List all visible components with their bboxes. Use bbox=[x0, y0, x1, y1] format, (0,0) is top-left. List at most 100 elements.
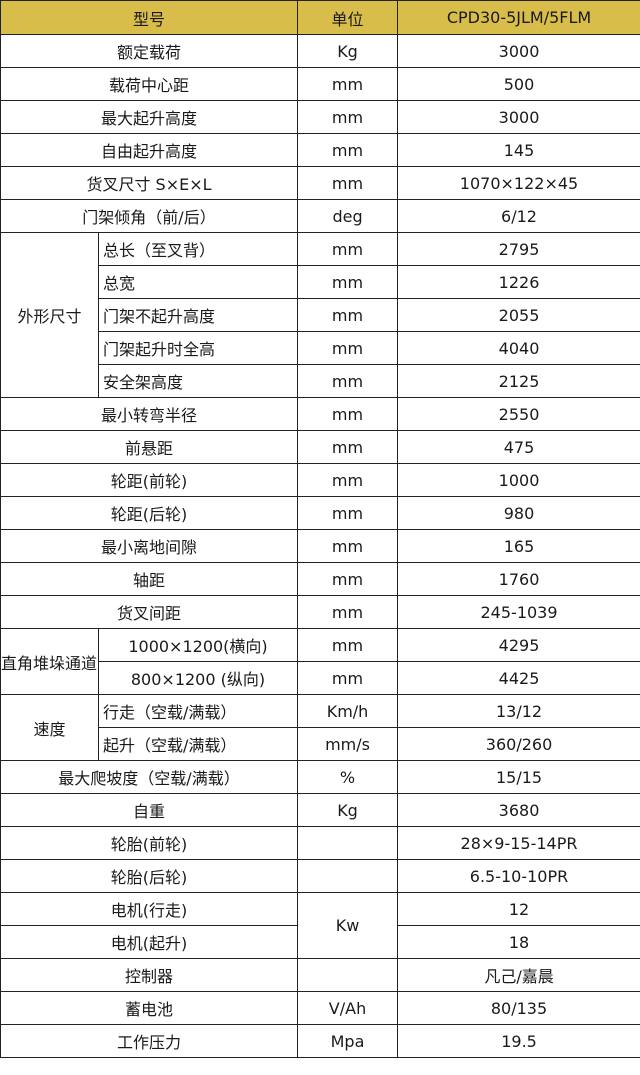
unit-cell: mm bbox=[297, 595, 399, 629]
value-cell: 3000 bbox=[397, 100, 640, 134]
table-row: 蓄电池 V/Ah 80/135 bbox=[0, 991, 640, 1025]
sub-label: 行走（空载/满载） bbox=[97, 694, 299, 728]
param-label: 额定载荷 bbox=[0, 34, 299, 68]
value-cell: 360/260 bbox=[397, 727, 640, 761]
unit-cell bbox=[297, 958, 399, 992]
unit-cell: mm bbox=[297, 331, 399, 365]
param-label: 轮距(后轮) bbox=[0, 496, 299, 530]
param-label: 轮胎(前轮) bbox=[0, 826, 299, 860]
param-label: 货叉间距 bbox=[0, 595, 299, 629]
param-label: 前悬距 bbox=[0, 430, 299, 464]
unit-cell: Kg bbox=[297, 34, 399, 68]
table-row: 最大起升高度 mm 3000 bbox=[0, 100, 640, 134]
group-label: 直角堆垛通道宽度 bbox=[0, 628, 99, 695]
table-row: 最小离地间隙 mm 165 bbox=[0, 529, 640, 563]
table-row: 轮距(后轮) mm 980 bbox=[0, 496, 640, 530]
table-row: 货叉间距 mm 245-1039 bbox=[0, 595, 640, 629]
sub-label: 安全架高度 bbox=[97, 364, 299, 398]
param-label: 轮胎(后轮) bbox=[0, 859, 299, 893]
table-row: 轮胎(后轮) 6.5-10-10PR bbox=[0, 859, 640, 893]
table-row: 最大爬坡度（空载/满载）% 15/15 bbox=[0, 760, 640, 794]
table-row: 自由起升高度 mm 145 bbox=[0, 133, 640, 167]
unit-cell: Kw bbox=[297, 892, 399, 959]
value-cell: 15/15 bbox=[397, 760, 640, 794]
value-cell: 1070×122×45 bbox=[397, 166, 640, 200]
param-label: 电机(起升) bbox=[0, 925, 299, 959]
param-label: 货叉尺寸 S×E×L bbox=[0, 166, 299, 200]
value-cell: 2055 bbox=[397, 298, 640, 332]
unit-cell: mm bbox=[297, 364, 399, 398]
param-label: 最大起升高度 bbox=[0, 100, 299, 134]
table-row: 速度 行走（空载/满载） Km/h 13/12 bbox=[0, 694, 640, 761]
unit-cell: mm bbox=[297, 166, 399, 200]
unit-cell: mm bbox=[297, 298, 399, 332]
unit-cell: mm bbox=[297, 529, 399, 563]
value-cell: 凡己/嘉晨 bbox=[397, 958, 640, 992]
value-cell: 12 bbox=[397, 892, 640, 926]
value-cell: 4040 bbox=[397, 331, 640, 365]
unit-cell: mm bbox=[297, 430, 399, 464]
value-cell: 28×9-15-14PR bbox=[397, 826, 640, 860]
param-label: 电机(行走) bbox=[0, 892, 299, 926]
table-row: 额定载荷 Kg 3000 bbox=[0, 34, 640, 68]
value-cell: 6.5-10-10PR bbox=[397, 859, 640, 893]
table-row: 门架倾角（前/后） deg 6/12 bbox=[0, 199, 640, 233]
unit-cell: mm bbox=[297, 463, 399, 497]
unit-cell: deg bbox=[297, 199, 399, 233]
sub-label: 门架不起升高度 bbox=[97, 298, 299, 332]
table-row: 货叉尺寸 S×E×L mm 1070×122×45 bbox=[0, 166, 640, 200]
value-cell: 2125 bbox=[397, 364, 640, 398]
table-row: 轮胎(前轮) 28×9-15-14PR bbox=[0, 826, 640, 860]
param-label: 最小转弯半径 bbox=[0, 397, 299, 431]
table-row: 载荷中心距 mm 500 bbox=[0, 67, 640, 101]
table-row: 门架起升时全高 mm 4040 bbox=[1, 331, 640, 365]
value-cell: 13/12 bbox=[397, 694, 640, 728]
unit-cell: Km/h bbox=[297, 694, 399, 728]
value-cell: 980 bbox=[397, 496, 640, 530]
value-cell: 2795 bbox=[397, 232, 640, 266]
value-cell: 6/12 bbox=[397, 199, 640, 233]
value-cell: 1760 bbox=[397, 562, 640, 596]
header-value: CPD30-5JLM/5FLM bbox=[397, 0, 640, 35]
value-cell: 3680 bbox=[397, 793, 640, 827]
header-unit: 单位 bbox=[297, 0, 399, 35]
unit-cell: mm bbox=[297, 232, 399, 266]
value-cell: 19.5 bbox=[397, 1024, 640, 1058]
value-cell: 2550 bbox=[397, 397, 640, 431]
table-row: 门架不起升高度 mm 2055 bbox=[1, 298, 640, 332]
value-cell: 18 bbox=[397, 925, 640, 959]
value-cell: 500 bbox=[397, 67, 640, 101]
unit-cell: mm bbox=[297, 133, 399, 167]
value-cell: 4425 bbox=[397, 661, 640, 695]
value-cell: 165 bbox=[397, 529, 640, 563]
unit-cell: mm bbox=[297, 661, 399, 695]
param-label: 最大爬坡度（空载/满载） bbox=[0, 760, 299, 794]
value-cell: 1226 bbox=[397, 265, 640, 299]
table-row: 工作压力 Mpa 19.5 bbox=[0, 1024, 640, 1058]
table-row: 电机(行走) Kw 12 bbox=[0, 892, 640, 959]
unit-cell: mm/s bbox=[297, 727, 399, 761]
value-cell: 80/135 bbox=[397, 991, 640, 1025]
unit-cell: Kg bbox=[297, 793, 399, 827]
sub-label: 800×1200 (纵向) bbox=[97, 661, 299, 695]
table-row: 800×1200 (纵向) mm 4425 bbox=[1, 661, 640, 695]
table-row: 轴距 mm 1760 bbox=[0, 562, 640, 596]
param-label: 工作压力 bbox=[0, 1024, 299, 1058]
param-label: 自重 bbox=[0, 793, 299, 827]
unit-cell: V/Ah bbox=[297, 991, 399, 1025]
sub-label: 总长（至叉背） bbox=[97, 232, 299, 266]
unit-cell: mm bbox=[297, 397, 399, 431]
unit-cell: mm bbox=[297, 628, 399, 662]
sub-label: 总宽 bbox=[97, 265, 299, 299]
value-cell: 475 bbox=[397, 430, 640, 464]
unit-cell: mm bbox=[297, 100, 399, 134]
table-row: 安全架高度 mm 2125 bbox=[1, 364, 640, 398]
unit-cell: mm bbox=[297, 496, 399, 530]
header-model: 型号 bbox=[0, 0, 299, 35]
param-label: 轮距(前轮) bbox=[0, 463, 299, 497]
param-label: 自由起升高度 bbox=[0, 133, 299, 167]
unit-cell bbox=[297, 859, 399, 893]
unit-cell: Mpa bbox=[297, 1024, 399, 1058]
